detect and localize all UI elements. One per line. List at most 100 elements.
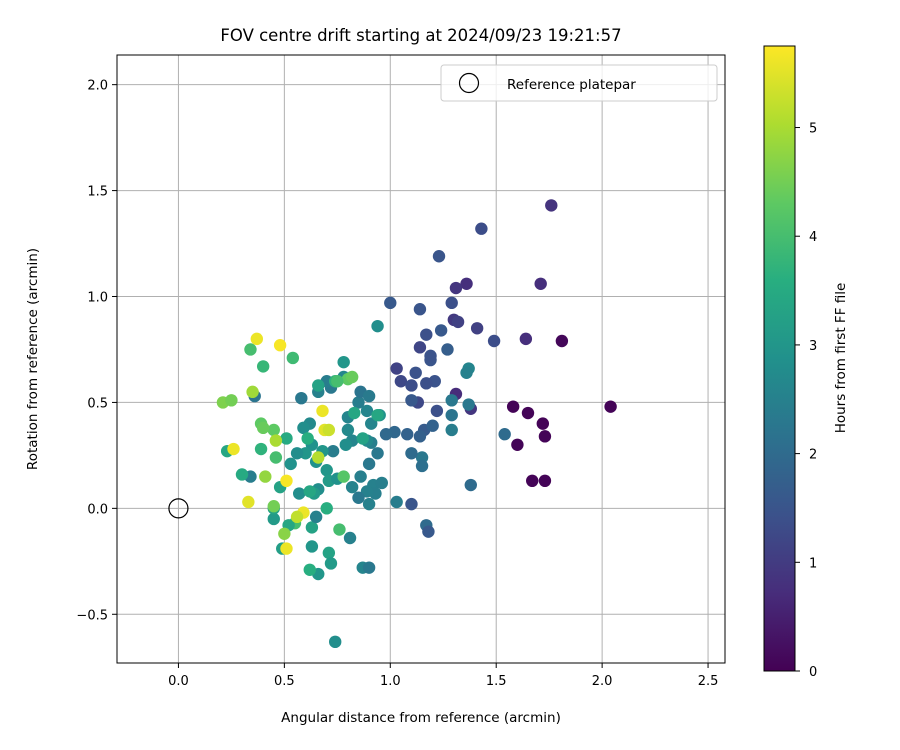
data-point [269,451,283,464]
data-point [290,510,304,524]
data-point [405,497,418,511]
data-point [371,408,384,422]
data-point [430,404,444,418]
data-point [371,319,384,333]
data-point [405,379,418,392]
data-point [390,362,403,375]
data-point [498,428,511,441]
data-point [267,423,280,437]
y-axis-ticks: −0.5 0.0 0.5 1.0 1.5 2.0 [76,79,117,623]
data-point [526,474,539,488]
data-point [545,199,558,212]
data-point [295,391,308,405]
data-point [286,351,300,365]
data-point [331,375,344,388]
y-tick-label: 1.5 [87,185,108,200]
data-point [280,474,293,488]
data-point [339,438,352,451]
data-point [329,635,342,649]
data-point [405,447,418,460]
grid [117,55,725,663]
data-point [246,385,259,399]
data-point [256,360,270,373]
data-point [475,222,488,235]
data-point [320,502,333,515]
data-point [299,447,312,460]
data-point [320,464,333,477]
data-point [343,531,357,545]
data-point [312,451,325,464]
data-point [256,421,270,435]
y-tick-label: 1.0 [87,291,108,306]
data-point [225,394,238,407]
data-point [445,296,458,310]
data-point [449,281,463,295]
data-points [168,199,617,649]
colorbar-tick-label: 1 [809,556,817,571]
data-point [362,457,376,471]
data-point [305,521,319,534]
data-point [460,277,473,290]
y-tick-label: −0.5 [76,608,108,623]
data-point [250,332,264,346]
data-point [555,334,569,348]
data-point [267,512,280,526]
data-point [352,491,365,504]
data-point [362,497,376,511]
data-point [267,500,280,513]
data-point [420,328,433,341]
data-point [422,525,435,538]
data-point [521,406,535,420]
data-point [337,470,350,483]
data-point [375,476,389,490]
data-point [280,542,293,555]
data-point [360,485,374,498]
legend-box [440,64,718,102]
data-point [451,315,465,329]
data-point [292,487,306,500]
data-point [356,432,369,445]
data-point [519,332,533,346]
x-tick-label: 1.5 [486,674,507,689]
data-point [445,394,458,407]
x-axis-label: Angular distance from reference (arcmin) [281,710,561,726]
colorbar-tick-label: 4 [809,230,817,245]
y-tick-label: 0.0 [87,502,108,517]
data-point [303,485,316,498]
y-axis-label: Rotation from reference (arcmin) [25,248,41,470]
legend-marker-open-circle [458,72,480,94]
data-point [303,563,316,576]
data-point [301,432,314,445]
y-tick-label: 2.0 [87,79,108,94]
x-axis-ticks: 0.0 0.5 1.0 1.5 2.0 2.5 [168,663,718,689]
data-point [441,343,454,356]
data-point [242,495,255,509]
data-point [259,470,272,483]
data-point [244,343,257,356]
data-point [235,468,249,481]
data-point [415,459,429,473]
colorbar-ticks: 0 1 2 3 4 5 [795,122,817,680]
reference-platepar-marker [168,498,189,519]
data-point [462,398,475,411]
data-point [269,434,283,447]
data-point [371,447,384,460]
data-point [333,523,346,536]
data-point [379,428,393,441]
data-point [538,430,552,443]
data-point [341,423,355,437]
data-point [511,438,524,451]
colorbar-gradient [763,45,796,672]
data-point [309,510,323,524]
plot-frame [116,54,726,664]
data-point [365,417,378,430]
data-point [297,421,310,435]
data-point [284,457,297,471]
data-point [305,540,319,553]
y-tick-label: 0.5 [87,396,108,411]
data-point [434,324,448,337]
data-point [394,375,408,388]
data-point [254,442,268,456]
colorbar-tick-label: 5 [809,122,817,137]
data-point [464,478,477,492]
